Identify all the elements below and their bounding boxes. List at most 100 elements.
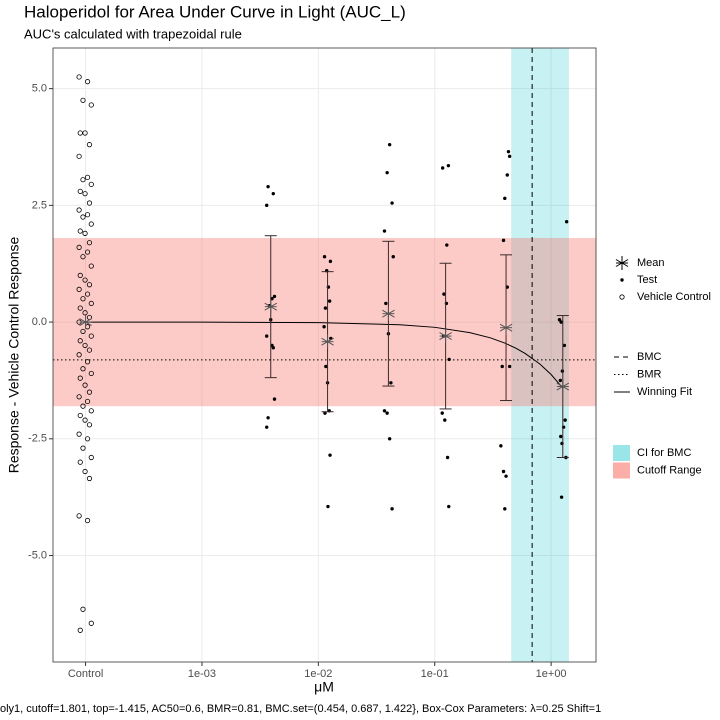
- point: [86, 240, 93, 246]
- mean-marker: [439, 329, 452, 344]
- point: [82, 342, 88, 349]
- point: [88, 454, 94, 461]
- fit-line: [85, 321, 564, 389]
- point: [506, 149, 511, 154]
- point: [266, 416, 270, 420]
- point: [265, 425, 269, 429]
- x-tick-label: 1e-01: [421, 668, 449, 680]
- point: [327, 299, 332, 303]
- point: [562, 343, 567, 348]
- legend-key: [615, 256, 629, 270]
- point: [84, 249, 91, 255]
- legend-label: CI for BMC: [637, 447, 691, 459]
- point: [88, 221, 94, 227]
- point: [501, 469, 506, 474]
- point: [77, 459, 83, 465]
- point: [322, 325, 326, 329]
- point: [558, 378, 563, 383]
- point: [84, 517, 91, 524]
- point: [328, 259, 333, 264]
- point: [501, 238, 506, 243]
- point: [77, 228, 83, 234]
- point: [557, 318, 562, 322]
- point: [82, 277, 88, 283]
- y-tick-label: 0.0: [32, 316, 47, 328]
- point: [77, 188, 83, 194]
- point: [82, 417, 88, 423]
- point: [80, 366, 86, 372]
- point: [80, 214, 86, 220]
- point: [77, 305, 83, 311]
- mean-marker: [264, 299, 278, 314]
- point: [80, 296, 86, 302]
- legend-key: [613, 462, 630, 479]
- point: [391, 255, 395, 259]
- x-tick-label: 1e-02: [304, 668, 332, 680]
- point: [323, 306, 328, 310]
- point: [76, 153, 82, 159]
- point: [76, 431, 82, 437]
- point: [559, 320, 563, 324]
- legend-key: [619, 294, 625, 300]
- point: [559, 434, 563, 439]
- point: [505, 173, 509, 177]
- point: [500, 364, 504, 369]
- point: [88, 620, 94, 626]
- legend-key: [613, 445, 630, 461]
- point: [77, 272, 83, 278]
- point: [82, 468, 88, 475]
- legend-label: Test: [637, 274, 657, 286]
- point: [265, 334, 269, 338]
- point: [84, 174, 91, 180]
- point: [326, 504, 330, 509]
- ci-band: [511, 48, 569, 662]
- chart-subtitle: AUC's calculated with trapezoidal rule: [24, 26, 242, 41]
- point: [328, 453, 332, 457]
- point: [88, 300, 94, 307]
- point: [504, 474, 508, 478]
- panel-border: [52, 47, 597, 663]
- x-axis-label: μM: [314, 679, 334, 695]
- y-tick-label: -2.5: [28, 433, 47, 445]
- point: [84, 212, 91, 218]
- point: [507, 364, 512, 369]
- point: [445, 243, 449, 247]
- point: [443, 418, 447, 422]
- point: [77, 375, 83, 381]
- point: [272, 397, 277, 401]
- point: [82, 130, 88, 136]
- point: [447, 504, 451, 509]
- point: [563, 418, 567, 422]
- point: [445, 455, 450, 460]
- point: [80, 177, 86, 183]
- point: [84, 436, 91, 442]
- point: [324, 364, 328, 369]
- point: [442, 292, 446, 296]
- point: [272, 294, 277, 299]
- point: [88, 102, 94, 108]
- chart-title: Haloperidol for Area Under Curve in Ligh…: [24, 2, 406, 21]
- mean-marker: [79, 315, 92, 330]
- point: [76, 244, 82, 250]
- point: [77, 338, 83, 344]
- point: [88, 408, 94, 414]
- point: [80, 328, 86, 335]
- y-tick-label: -5.0: [28, 549, 47, 561]
- point: [323, 411, 327, 415]
- point: [82, 310, 88, 316]
- x-tick-label: 1e+00: [536, 668, 567, 680]
- point: [559, 495, 564, 499]
- point: [271, 346, 275, 350]
- point: [80, 97, 86, 103]
- mean-marker: [382, 306, 395, 321]
- y-axis-label: Response - Vehicle Control Response: [6, 236, 22, 473]
- point: [80, 606, 86, 612]
- x-tick-label: 1e-03: [188, 668, 216, 680]
- point: [390, 201, 394, 205]
- mean-marker: [321, 334, 334, 349]
- point: [447, 357, 451, 362]
- legend-label: Cutoff Range: [637, 464, 702, 476]
- point: [82, 382, 88, 388]
- point: [77, 627, 83, 633]
